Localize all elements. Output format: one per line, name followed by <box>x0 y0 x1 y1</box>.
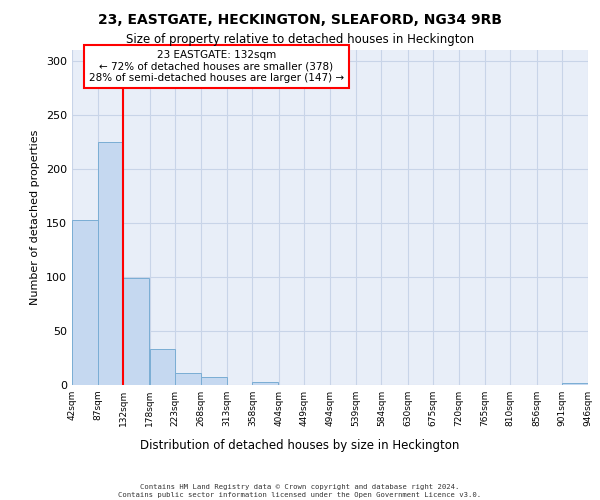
Text: Size of property relative to detached houses in Heckington: Size of property relative to detached ho… <box>126 32 474 46</box>
Bar <box>72 220 98 385</box>
Bar <box>201 378 227 385</box>
Bar <box>149 350 175 385</box>
Text: 23, EASTGATE, HECKINGTON, SLEAFORD, NG34 9RB: 23, EASTGATE, HECKINGTON, SLEAFORD, NG34… <box>98 12 502 26</box>
Bar <box>175 373 201 385</box>
Bar <box>253 382 278 385</box>
Text: Contains HM Land Registry data © Crown copyright and database right 2024.
Contai: Contains HM Land Registry data © Crown c… <box>118 484 482 498</box>
Bar <box>124 278 149 385</box>
Bar <box>562 383 588 385</box>
Text: Distribution of detached houses by size in Heckington: Distribution of detached houses by size … <box>140 440 460 452</box>
Text: 23 EASTGATE: 132sqm
← 72% of detached houses are smaller (378)
28% of semi-detac: 23 EASTGATE: 132sqm ← 72% of detached ho… <box>89 50 344 83</box>
Bar <box>98 142 124 385</box>
Y-axis label: Number of detached properties: Number of detached properties <box>31 130 40 305</box>
